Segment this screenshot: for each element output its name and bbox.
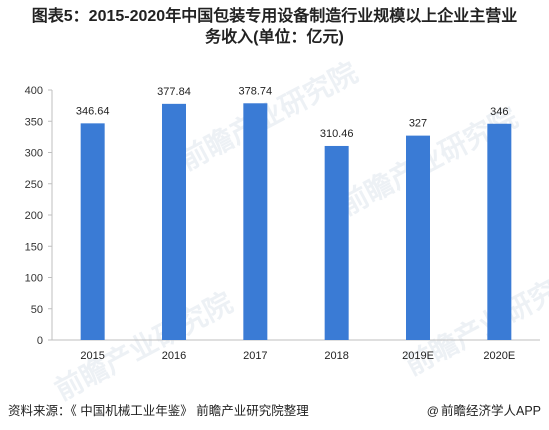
x-tick-label: 2020E <box>483 350 515 362</box>
y-tick-label: 250 <box>25 179 43 191</box>
brand-icon: @ <box>426 404 439 418</box>
brand-name: 前瞻经济学人APP <box>440 404 541 418</box>
brand-credit: @ 前瞻经济学人APP <box>427 400 541 419</box>
bar <box>162 103 186 340</box>
y-tick-label: 350 <box>25 116 43 128</box>
bar <box>487 123 512 340</box>
data-label: 346 <box>490 106 508 118</box>
bar <box>80 123 105 340</box>
bar <box>324 145 349 340</box>
chart-title-line-2: 务收入(单位：亿元) <box>205 29 344 46</box>
bar <box>406 135 430 340</box>
x-tick-label: 2018 <box>324 350 348 362</box>
y-tick-label: 0 <box>37 335 43 347</box>
y-tick-label: 300 <box>25 148 43 160</box>
data-label: 378.74 <box>239 85 273 97</box>
y-tick-label: 100 <box>25 273 43 285</box>
data-label: 327 <box>409 118 427 130</box>
chart-title-line-1: 图表5：2015-2020年中国包装专用设备制造行业规模以上企业主营业 <box>31 8 518 25</box>
y-tick-label: 50 <box>31 304 43 316</box>
bar-chart: 0 50 100 150 200 250 300 350 400 346.64 2015 377.84… <box>25 85 540 362</box>
y-tick-label: 400 <box>25 85 43 97</box>
data-label: 310.46 <box>320 128 354 140</box>
data-label: 346.64 <box>76 105 110 117</box>
y-tick-label: 200 <box>25 210 43 222</box>
y-tick-label: 150 <box>25 241 43 253</box>
source-note: 资料来源：《 中国机械工业年鉴》 前瞻产业研究院整理 <box>8 404 309 418</box>
x-tick-label: 2016 <box>162 350 186 362</box>
x-tick-label: 2015 <box>80 350 104 362</box>
bar <box>243 103 268 340</box>
data-label: 377.84 <box>157 86 191 98</box>
chart-title: 图表5：2015-2020年中国包装专用设备制造行业规模以上企业主营业 务收入(… <box>0 6 549 48</box>
x-tick-label: 2017 <box>243 350 267 362</box>
footer: 资料来源：《 中国机械工业年鉴》 前瞻产业研究院整理 @ 前瞻经济学人APP <box>8 400 541 420</box>
x-tick-label: 2019E <box>402 350 434 362</box>
